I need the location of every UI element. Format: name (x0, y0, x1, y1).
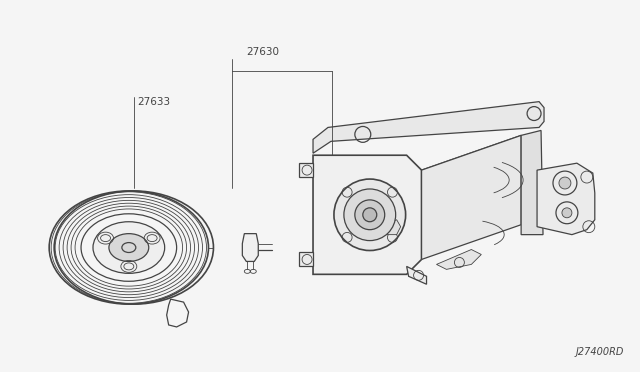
Polygon shape (299, 253, 313, 266)
Circle shape (355, 200, 385, 230)
Polygon shape (537, 163, 595, 235)
Polygon shape (313, 102, 544, 153)
Polygon shape (436, 250, 481, 269)
Polygon shape (422, 135, 521, 259)
Circle shape (559, 177, 571, 189)
Polygon shape (422, 135, 521, 190)
Text: J27400RD: J27400RD (575, 347, 623, 357)
Polygon shape (385, 220, 401, 235)
Circle shape (334, 179, 406, 250)
Polygon shape (243, 234, 259, 262)
Text: 27630: 27630 (246, 47, 279, 57)
Polygon shape (521, 131, 543, 235)
Circle shape (562, 208, 572, 218)
Polygon shape (166, 299, 189, 327)
Polygon shape (406, 266, 426, 284)
Ellipse shape (93, 222, 164, 273)
Ellipse shape (109, 234, 148, 262)
Text: 27633: 27633 (137, 97, 170, 107)
Polygon shape (313, 155, 422, 274)
Circle shape (344, 189, 396, 241)
Circle shape (363, 208, 377, 222)
Polygon shape (299, 163, 313, 177)
